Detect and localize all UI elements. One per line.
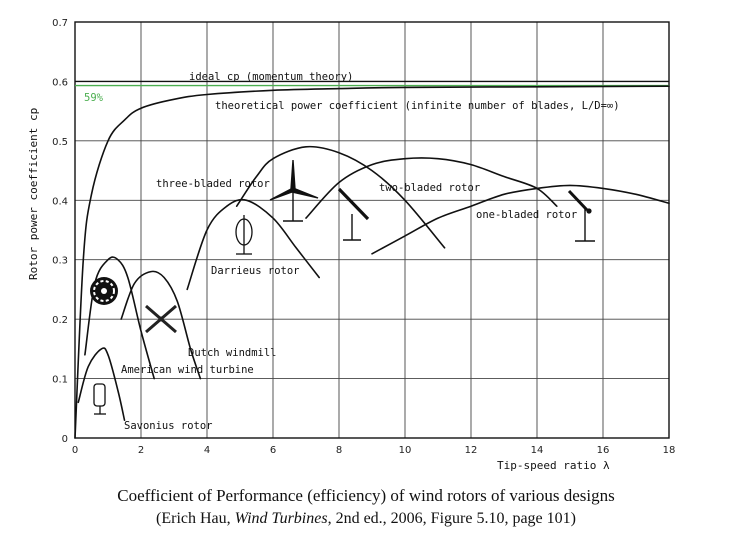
three-bladed-rotor-icon: [269, 159, 319, 222]
cp-chart: 0 2 4 6 8 10 12 14 16 18 0 0.1 0.2 0.3 0.4 0.5 0.6 0.7: [27, 18, 675, 472]
x-tick-label: 16: [597, 445, 610, 456]
series-curves: [74, 85, 670, 439]
y-tick-label: 0.5: [52, 137, 68, 148]
x-tick-label: 8: [336, 445, 342, 456]
theoretical-power-coefficient-curve: [74, 85, 670, 439]
three-bladed-label: three-bladed rotor: [156, 178, 270, 190]
citation-prefix: (Erich Hau,: [156, 510, 235, 527]
one-bladed-label: one-bladed rotor: [476, 209, 577, 221]
percent-59-label: 59%: [84, 92, 104, 104]
two-bladed-rotor-curve: [305, 157, 558, 219]
x-tick-label: 10: [399, 445, 412, 456]
savonius-rotor-curve: [77, 347, 126, 421]
american-wind-turbine-icon: [90, 277, 118, 305]
x-axis-title: Tip-speed ratio λ: [497, 459, 610, 472]
x-tick-label: 12: [465, 445, 478, 456]
savonius-label: Savonius rotor: [124, 420, 213, 432]
figure-caption: Coefficient of Performance (efficiency) …: [117, 486, 615, 505]
figure-citation: (Erich Hau, Wind Turbines, 2nd ed., 2006…: [0, 510, 732, 528]
x-tick-label: 0: [72, 445, 78, 456]
x-tick-label: 2: [138, 445, 144, 456]
one-bladed-rotor-curve: [371, 184, 670, 255]
dutch-windmill-curve: [120, 270, 202, 380]
darrieus-rotor-icon: [235, 215, 253, 255]
y-tick-label: 0.4: [52, 196, 68, 207]
dutch-windmill-label: Dutch windmill: [188, 347, 277, 359]
two-bladed-rotor-icon: [337, 187, 370, 241]
american-wind-turbine-curve: [84, 256, 155, 380]
x-tick-label: 18: [663, 445, 676, 456]
theoretical-curve-label: theoretical power coefficient (infinite …: [215, 100, 620, 112]
three-bladed-rotor-curve: [235, 145, 446, 249]
axis-ticks: 0 2 4 6 8 10 12 14 16 18 0 0.1 0.2 0.3 0.4 0.5 0.6 0.7: [52, 18, 675, 456]
y-tick-label: 0.7: [52, 18, 68, 29]
one-bladed-rotor-icon: [567, 189, 595, 242]
y-tick-label: 0.3: [52, 256, 68, 267]
two-bladed-label: two-bladed rotor: [379, 182, 480, 194]
darrieus-label: Darrieus rotor: [211, 265, 300, 277]
american-turbine-label: American wind turbine: [121, 364, 254, 376]
y-tick-label: 0: [62, 434, 68, 445]
citation-book: Wind Turbines: [234, 510, 328, 527]
y-tick-label: 0.6: [52, 77, 68, 88]
ideal-cp-label: ideal cp (momentum theory): [189, 71, 353, 83]
savonius-rotor-icon: [93, 383, 106, 415]
x-tick-label: 14: [531, 445, 544, 456]
x-tick-label: 6: [270, 445, 276, 456]
dutch-windmill-icon: [145, 304, 177, 334]
y-tick-label: 0.2: [52, 315, 68, 326]
y-axis-title: Rotor power coefficient cp: [27, 108, 40, 280]
reference-lines: [75, 80, 669, 87]
x-tick-label: 4: [204, 445, 210, 456]
y-tick-label: 0.1: [52, 375, 68, 386]
citation-suffix: , 2nd ed., 2006, Figure 5.10, page 101): [327, 510, 576, 527]
plot-frame: [74, 21, 670, 439]
darrieus-rotor-curve: [186, 198, 320, 291]
